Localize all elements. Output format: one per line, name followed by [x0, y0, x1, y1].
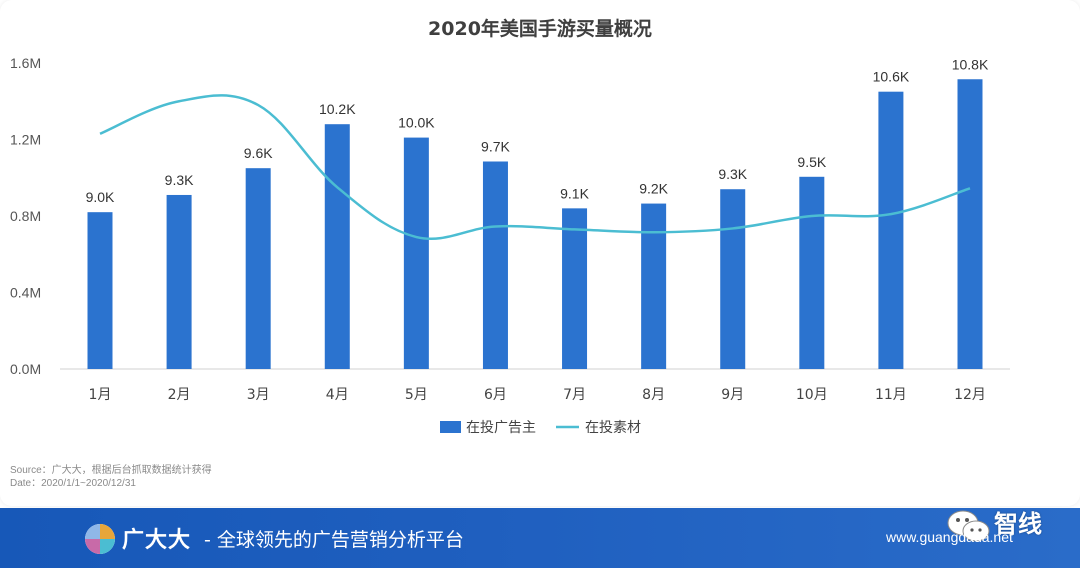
footer-banner: 广大大 - 全球领先的广告营销分析平台 — [0, 508, 1080, 568]
site-url: www.guangdada.net — [886, 529, 1013, 545]
bar-data-label: 9.3K — [165, 172, 194, 188]
bar-data-label: 9.7K — [481, 138, 510, 154]
legend-label-bar: 在投广告主 — [466, 420, 536, 436]
bar-data-label: 9.6K — [244, 145, 273, 161]
bar-data-label: 9.2K — [639, 181, 668, 197]
bar — [403, 137, 429, 369]
x-tick-label: 11月 — [875, 387, 907, 403]
bar-data-label: 9.0K — [86, 189, 115, 205]
bar — [245, 168, 271, 369]
y-tick-label: 0.8M — [10, 208, 41, 224]
watermark-name: 智线 — [994, 510, 1042, 538]
x-tick-label: 1月 — [89, 387, 112, 403]
bar — [720, 189, 746, 369]
bar-data-label: 9.1K — [560, 185, 589, 201]
bar — [641, 203, 667, 369]
brand-name: 广大大 — [122, 528, 192, 553]
source-note: Source：广大大，根据后台抓取数据统计获得 — [10, 465, 212, 476]
bar — [957, 79, 983, 369]
x-tick-label: 6月 — [484, 387, 507, 403]
x-tick-label: 5月 — [405, 387, 428, 403]
x-tick-label: 8月 — [642, 387, 665, 403]
x-tick-label: 4月 — [326, 387, 349, 403]
legend-label-line: 在投素材 — [585, 420, 641, 436]
x-tick-label: 9月 — [721, 387, 744, 403]
x-tick-label: 10月 — [796, 387, 828, 403]
bar — [562, 208, 588, 369]
bar — [482, 161, 508, 369]
bar — [878, 91, 904, 369]
y-tick-label: 0.0M — [10, 361, 41, 377]
bar — [324, 124, 350, 369]
chart-plot: 0.0M 0.4M 0.8M 1.2M 1.6M 9.0K 9.3K 9.6K 10.2K 10.… — [10, 55, 1010, 436]
bar — [799, 176, 825, 369]
bar-data-label: 10.6K — [873, 69, 910, 85]
bar-data-label: 10.8K — [952, 56, 989, 72]
date-note: Date：2020/1/1~2020/12/31 — [10, 478, 136, 489]
bar-data-label: 10.0K — [398, 115, 435, 131]
x-tick-label: 7月 — [563, 387, 586, 403]
bar-data-label: 9.5K — [797, 154, 826, 170]
wechat-icon — [947, 510, 990, 542]
bar — [166, 194, 192, 369]
line-series-path — [99, 94, 971, 241]
x-tick-label: 2月 — [168, 387, 191, 403]
x-tick-label: 3月 — [247, 387, 270, 403]
bar-data-label: 9.3K — [718, 166, 747, 182]
x-tick-label: 12月 — [954, 387, 986, 403]
brand-pie-logo-icon — [85, 524, 115, 554]
y-tick-label: 1.6M — [10, 55, 41, 71]
bar — [87, 212, 113, 369]
y-tick-label: 0.4M — [10, 285, 41, 301]
brand-slogan: - 全球领先的广告营销分析平台 — [204, 529, 464, 551]
y-tick-label: 1.2M — [10, 132, 41, 148]
chart-title: 2020年美国手游买量概况 — [428, 18, 652, 40]
bar-data-label: 10.2K — [319, 101, 356, 117]
legend-swatch-bar — [440, 421, 461, 433]
